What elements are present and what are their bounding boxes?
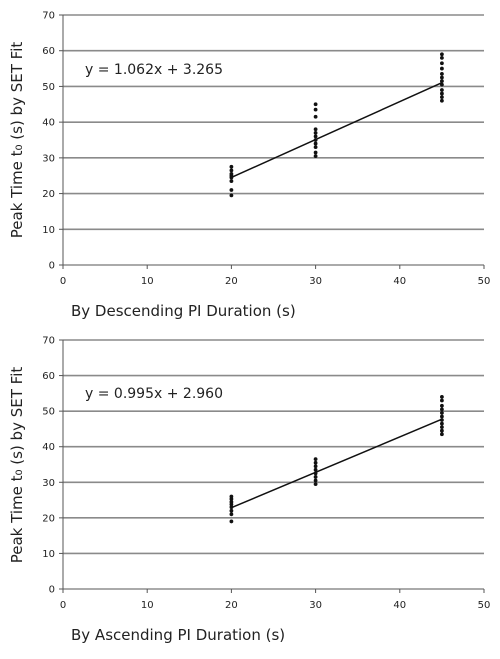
data-point — [229, 168, 234, 173]
data-point — [440, 432, 444, 437]
y-tick-label: 30 — [42, 153, 55, 164]
data-point — [313, 134, 318, 139]
data-point — [440, 95, 444, 100]
data-point — [440, 418, 444, 422]
data-point — [313, 114, 318, 119]
data-point — [229, 508, 234, 513]
y-tick-label: 50 — [42, 82, 55, 93]
y-tick-label: 20 — [42, 513, 55, 524]
data-point — [229, 512, 234, 517]
y-tick-label: 40 — [42, 118, 55, 129]
data-point — [229, 519, 234, 524]
y-tick-label: 70 — [42, 11, 55, 22]
data-point — [313, 460, 318, 465]
x-tick-label: 50 — [478, 276, 491, 287]
data-point — [229, 494, 234, 499]
data-point — [229, 193, 234, 198]
y-axis-title: Peak Time t₀ (s) by SET Fit — [8, 367, 26, 564]
data-point — [313, 130, 318, 135]
data-point — [313, 145, 318, 150]
x-tick-label: 10 — [141, 600, 154, 611]
y-tick-label: 50 — [42, 407, 55, 418]
data-point — [440, 61, 444, 66]
data-point — [440, 395, 444, 399]
trendline-equation: y = 0.995x + 2.960 — [85, 386, 223, 402]
x-tick-label: 50 — [478, 600, 491, 611]
x-tick-label: 20 — [225, 276, 238, 287]
data-point — [313, 154, 318, 158]
y-tick-label: 70 — [42, 336, 55, 347]
data-point — [440, 411, 444, 415]
data-point — [313, 138, 318, 142]
data-point — [229, 499, 234, 504]
data-point — [440, 421, 444, 426]
data-point — [229, 172, 234, 176]
data-point — [440, 55, 444, 60]
data-point — [313, 475, 318, 479]
data-point — [440, 414, 444, 419]
data-point — [313, 482, 318, 486]
chart-panel-1: 0 10 20 30 40 50 60 70 0 10 20 30 40 50 By Descending … — [8, 11, 490, 321]
x-axis-title: By Ascending PI Duration (s) — [71, 626, 285, 644]
y-axis-title: Peak Time t₀ (s) by SET Fit — [8, 42, 26, 239]
data-point — [313, 467, 318, 472]
x-tick-label: 40 — [393, 600, 406, 611]
data-point — [313, 478, 318, 483]
data-point — [229, 505, 234, 510]
data-point — [440, 398, 444, 403]
x-tick-label: 40 — [393, 276, 406, 287]
data-point — [313, 457, 318, 462]
data-point — [440, 428, 444, 433]
y-tick-label: 20 — [42, 189, 55, 200]
y-tick-label: 40 — [42, 442, 55, 453]
data-point — [440, 425, 444, 430]
data-point — [440, 91, 444, 96]
y-tick-label: 10 — [42, 225, 55, 236]
data-point — [440, 72, 444, 76]
y-tick-label: 0 — [49, 585, 55, 596]
x-tick-label: 30 — [309, 600, 322, 611]
data-point — [313, 107, 318, 112]
y-tick-label: 60 — [42, 46, 55, 57]
data-point — [229, 179, 234, 183]
trendline-equation: y = 1.062x + 3.265 — [85, 62, 223, 78]
trend-line — [231, 418, 443, 509]
x-axis-title: By Descending PI Duration (s) — [71, 302, 296, 320]
data-point — [313, 471, 318, 476]
data-point — [313, 150, 318, 155]
data-point — [440, 82, 444, 87]
y-tick-label: 30 — [42, 478, 55, 489]
data-point — [229, 188, 234, 192]
data-point — [440, 407, 444, 412]
x-tick-label: 20 — [225, 600, 238, 611]
x-tick-label: 0 — [60, 276, 66, 287]
data-point — [440, 75, 444, 80]
data-point — [440, 52, 444, 57]
data-point — [440, 98, 444, 103]
data-point — [229, 164, 234, 169]
data-point — [313, 102, 318, 107]
data-point — [313, 127, 318, 132]
x-tick-label: 30 — [309, 276, 322, 287]
data-point — [440, 79, 444, 83]
data-point — [313, 141, 318, 146]
data-point — [440, 88, 444, 92]
y-tick-label: 60 — [42, 371, 55, 382]
x-tick-label: 0 — [60, 600, 66, 611]
trend-line — [231, 81, 443, 179]
data-point — [313, 464, 318, 469]
chart-panel-2: 0 10 20 30 40 50 60 70 0 10 20 30 40 50 By Ascending P… — [8, 336, 490, 645]
y-tick-label: 10 — [42, 549, 55, 560]
data-point — [440, 66, 444, 71]
x-tick-label: 10 — [141, 276, 154, 287]
data-point — [440, 403, 444, 408]
y-tick-label: 0 — [49, 261, 55, 272]
